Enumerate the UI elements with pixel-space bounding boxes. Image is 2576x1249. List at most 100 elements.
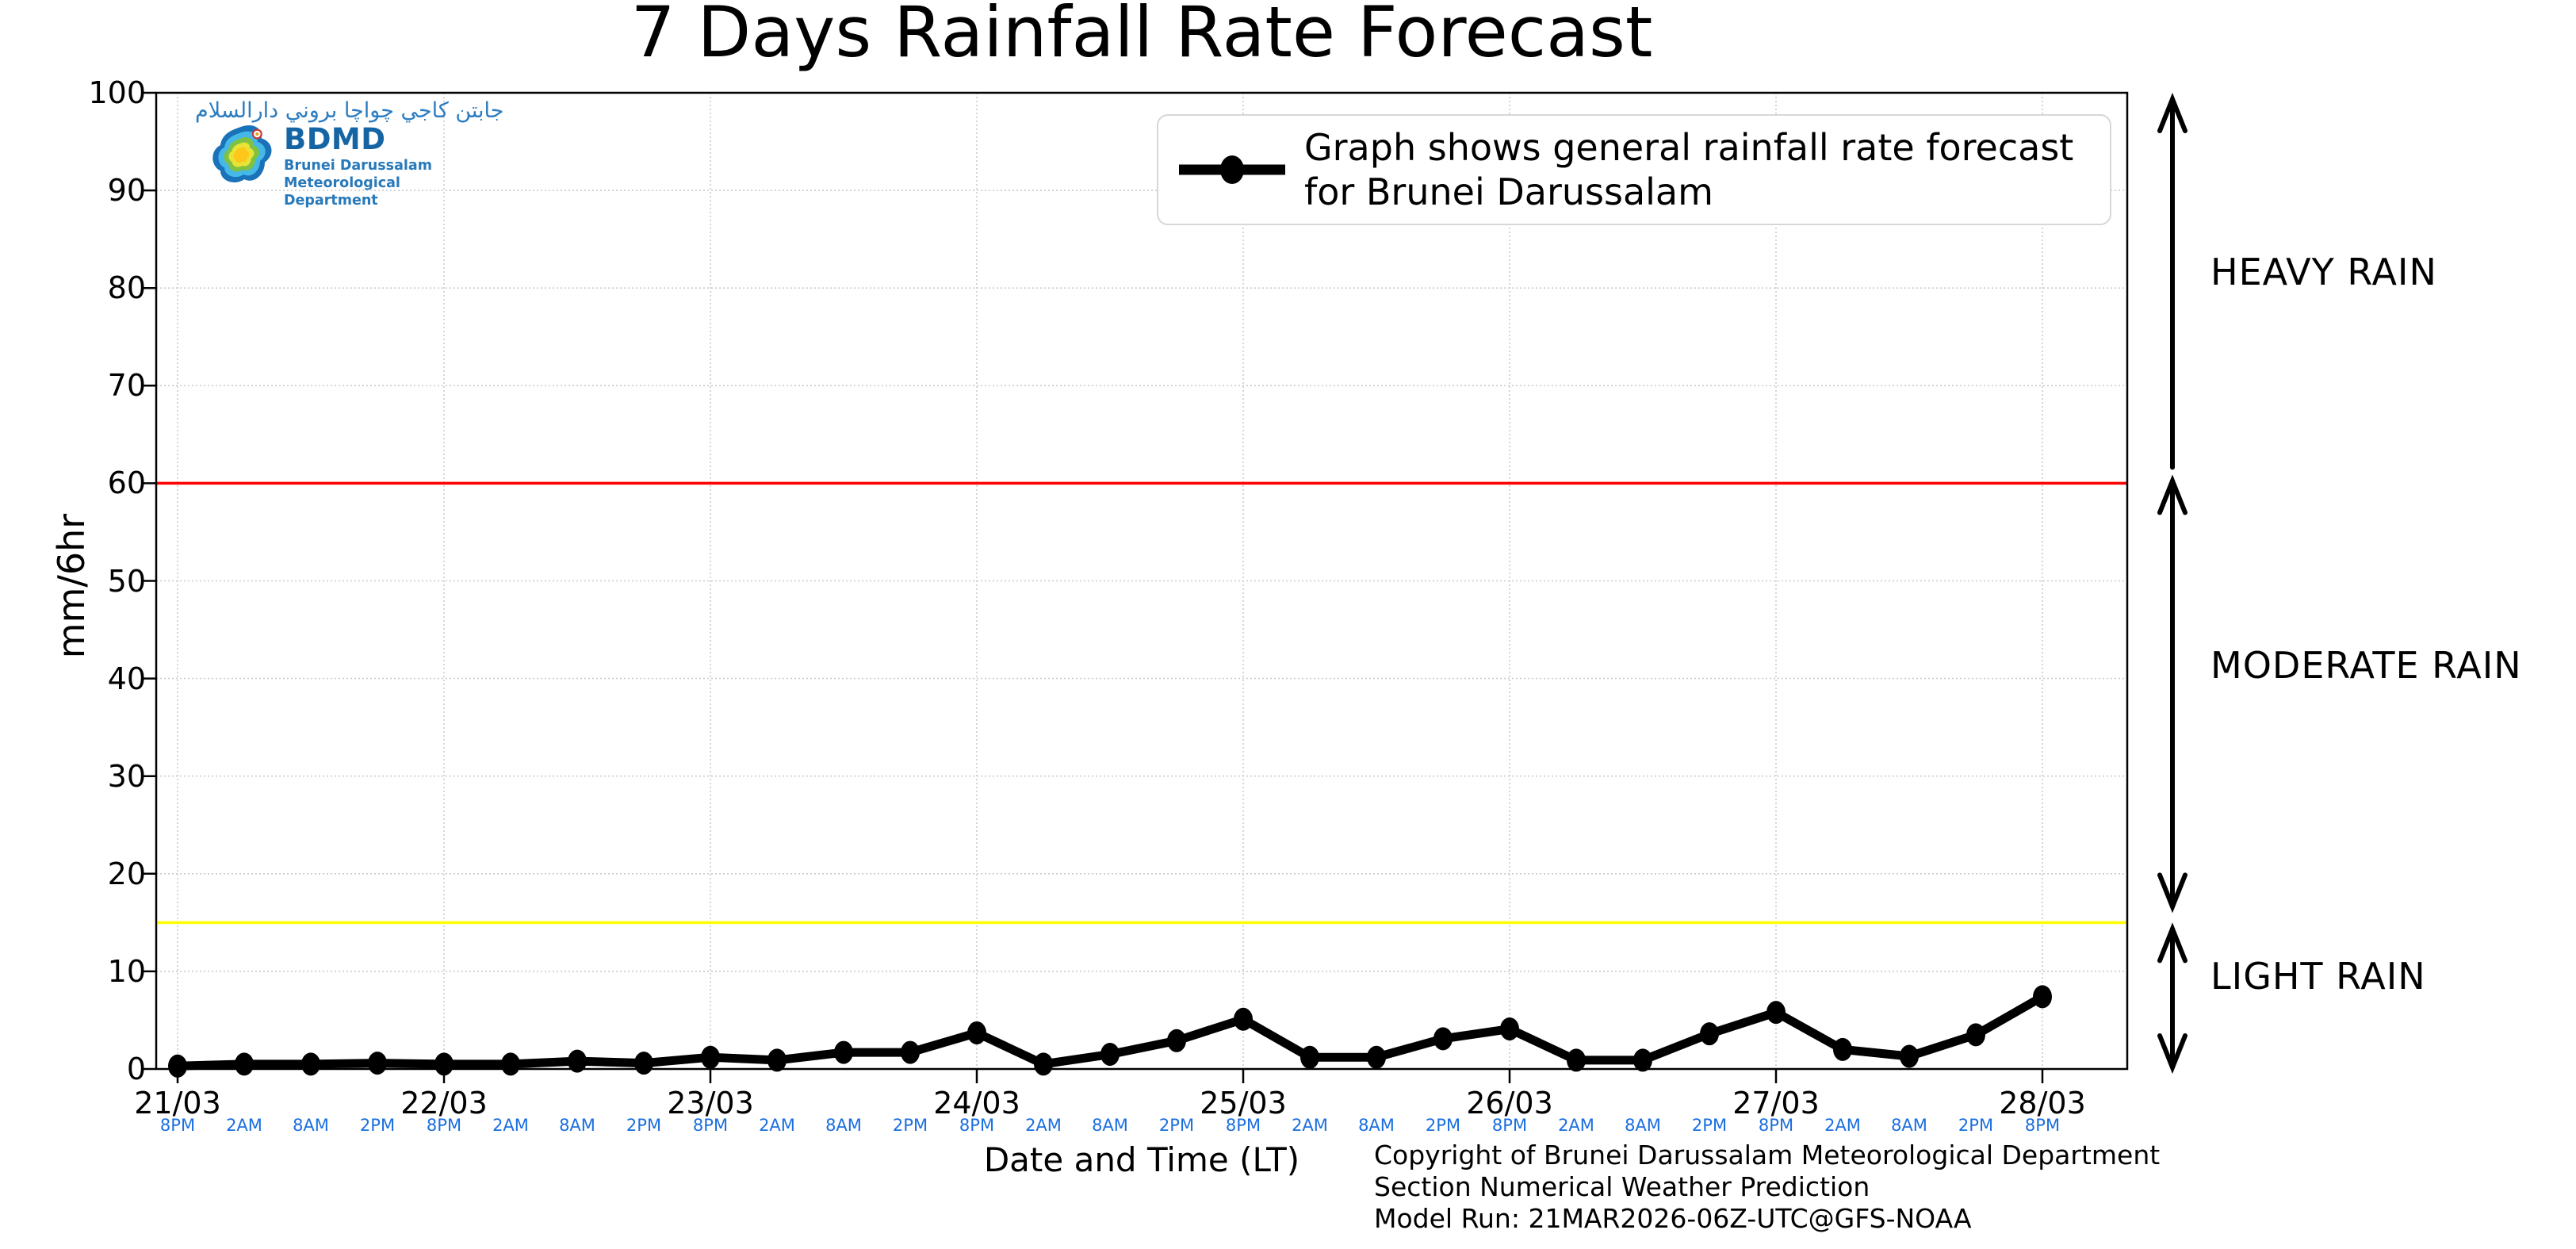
- x-date-label: 21/03: [134, 1086, 221, 1121]
- data-point-marker: [1567, 1048, 1586, 1072]
- copyright-block: Copyright of Brunei Darussalam Meteorolo…: [1374, 1140, 2160, 1235]
- x-time-label: 2AM: [1025, 1116, 1062, 1135]
- logo-acronym: BDMD: [284, 122, 386, 156]
- copyright-line: Copyright of Brunei Darussalam Meteorolo…: [1374, 1140, 2161, 1170]
- data-point-marker: [1167, 1029, 1186, 1052]
- x-time-label: 2AM: [1292, 1116, 1328, 1135]
- copyright-line: Model Run: 21MAR2026-06Z-UTC@GFS-NOAA: [1374, 1203, 1972, 1234]
- data-point-marker: [168, 1054, 187, 1078]
- data-point-marker: [1633, 1048, 1652, 1072]
- chart-title: 7 Days Rainfall Rate Forecast: [630, 0, 1653, 73]
- legend-label: Graph shows general rainfall rate foreca…: [1304, 126, 2074, 213]
- y-tick-label: 70: [107, 368, 146, 404]
- x-time-label: 2AM: [226, 1116, 262, 1135]
- data-point-marker: [701, 1045, 720, 1069]
- data-point-marker: [1833, 1037, 1852, 1061]
- x-date-label: 28/03: [1999, 1086, 2086, 1121]
- x-time-label: 8PM: [1758, 1116, 1794, 1135]
- data-point-marker: [1500, 1017, 1519, 1041]
- data-point-marker: [634, 1052, 653, 1075]
- logo-org-name: Brunei Darussalam Meteorological Departm…: [284, 157, 432, 209]
- x-time-label: 8PM: [426, 1116, 462, 1135]
- arrow-head-up-icon: [2157, 92, 2187, 133]
- y-tick-label: 10: [107, 953, 146, 989]
- logo-org-line: Department: [284, 193, 378, 209]
- y-tick-label: 50: [107, 563, 146, 599]
- x-time-label: 8PM: [692, 1116, 729, 1135]
- x-date-label: 27/03: [1732, 1086, 1820, 1121]
- data-point-marker: [501, 1052, 520, 1076]
- data-point-marker: [1367, 1045, 1386, 1069]
- x-time-label: 8PM: [959, 1116, 995, 1135]
- data-point-marker: [1034, 1052, 1053, 1076]
- x-time-label: 8PM: [2024, 1116, 2061, 1135]
- x-time-label: 8AM: [825, 1116, 862, 1135]
- x-time-label: 2AM: [492, 1116, 529, 1135]
- x-time-label: 8PM: [1225, 1116, 1261, 1135]
- y-tick-label: 20: [107, 856, 146, 891]
- x-time-label: 2PM: [1958, 1116, 1994, 1135]
- y-tick-label: 100: [88, 75, 146, 110]
- x-time-label: 8PM: [159, 1116, 196, 1135]
- x-time-label: 2AM: [759, 1116, 795, 1135]
- arrow-head-down-icon: [2157, 872, 2187, 914]
- legend-series-sample: [1179, 155, 1285, 184]
- zone-label-heavy-rain: HEAVY RAIN: [2210, 251, 2437, 293]
- x-time-label: 2PM: [1425, 1116, 1461, 1135]
- x-time-label: 2PM: [359, 1116, 396, 1135]
- arrow-head-up-icon: [2157, 474, 2187, 515]
- x-time-label: 2AM: [1558, 1116, 1594, 1135]
- y-tick-label: 40: [107, 661, 146, 696]
- data-point-marker: [301, 1052, 320, 1076]
- x-time-label: 8AM: [1625, 1116, 1661, 1135]
- data-point-marker: [901, 1040, 920, 1064]
- arrow-head-down-icon: [2157, 1033, 2187, 1075]
- x-time-label: 2AM: [1824, 1116, 1861, 1135]
- y-tick-label: 0: [126, 1052, 146, 1086]
- data-point-marker: [1966, 1023, 1985, 1047]
- bdmd-logo: جابتن كاجي چواچا بروني دارالسلام BDMD Br…: [190, 97, 523, 209]
- y-tick-label: 60: [107, 466, 146, 501]
- copyright-line: Section Numerical Weather Prediction: [1374, 1171, 1870, 1202]
- zone-label-moderate-rain: MODERATE RAIN: [2210, 644, 2522, 687]
- logo-org-line: Brunei Darussalam: [284, 158, 432, 174]
- x-time-label: 8PM: [1491, 1116, 1528, 1135]
- x-date-label: 24/03: [933, 1086, 1020, 1121]
- data-point-marker: [1300, 1045, 1319, 1069]
- x-time-label: 8AM: [293, 1116, 329, 1135]
- data-point-marker: [1900, 1044, 1919, 1068]
- logo-map-blob: [212, 125, 272, 182]
- logo-jawi-text: جابتن كاجي چواچا بروني دارالسلام: [195, 98, 504, 123]
- data-point-marker: [2033, 985, 2052, 1009]
- x-axis-label: Date and Time (LT): [983, 1140, 1300, 1179]
- x-time-label: 8AM: [1092, 1116, 1128, 1135]
- x-time-label: 2PM: [1158, 1116, 1195, 1135]
- data-point-marker: [1700, 1022, 1719, 1046]
- data-point-marker: [1766, 1001, 1786, 1025]
- data-point-marker: [834, 1040, 853, 1064]
- data-point-marker: [235, 1052, 254, 1076]
- data-point-marker: [568, 1049, 587, 1073]
- logo-org-line: Meteorological: [284, 175, 400, 191]
- y-tick-label: 80: [107, 270, 146, 306]
- y-tick-label: 30: [107, 758, 146, 794]
- arrow-head-up-icon: [2157, 922, 2187, 964]
- data-point-marker: [1433, 1027, 1453, 1051]
- x-time-label: 2PM: [892, 1116, 928, 1135]
- x-time-label: 8AM: [559, 1116, 595, 1135]
- data-point-marker: [1234, 1007, 1253, 1031]
- x-date-label: 22/03: [400, 1086, 488, 1121]
- legend-marker-icon: [1220, 155, 1244, 184]
- data-point-marker: [967, 1021, 986, 1044]
- zone-label-light-rain: LIGHT RAIN: [2210, 955, 2426, 998]
- y-tick-label: 90: [107, 173, 146, 209]
- x-time-label: 2PM: [626, 1116, 662, 1135]
- data-point-marker: [1100, 1043, 1120, 1067]
- y-axis-label: mm/6hr: [50, 513, 93, 659]
- data-point-marker: [434, 1052, 454, 1076]
- x-time-label: 2PM: [1691, 1116, 1728, 1135]
- legend-box: Graph shows general rainfall rate foreca…: [1157, 114, 2111, 225]
- data-point-marker: [368, 1052, 387, 1075]
